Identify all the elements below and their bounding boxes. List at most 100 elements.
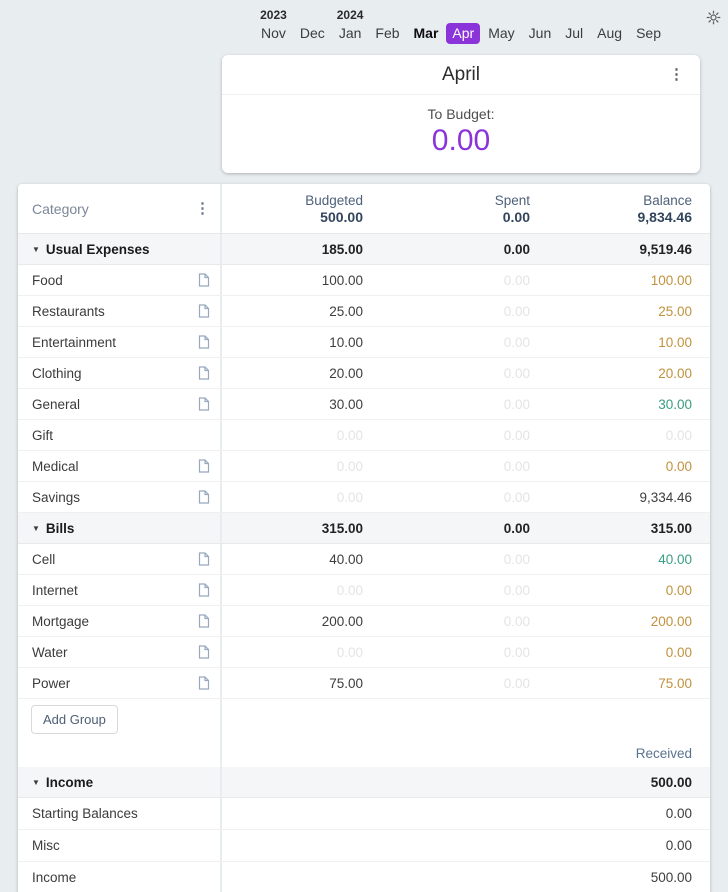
spent-cell[interactable]: 0.00 [503, 334, 530, 350]
category-name: Income [32, 870, 77, 885]
budgeted-cell[interactable]: 100.00 [321, 272, 363, 288]
month-jun[interactable]: Jun [528, 25, 552, 41]
balance-cell: 20.00 [658, 365, 692, 381]
expense-groups: ▼ Usual Expenses 185.00 0.00 9,519.46 Food 100… [18, 234, 710, 699]
group-name-cell[interactable]: ▼ Income [18, 767, 220, 797]
category-name-cell[interactable]: General [18, 389, 220, 419]
budgeted-cell[interactable]: 0.00 [336, 458, 363, 474]
month-aug[interactable]: Aug [597, 25, 623, 41]
category-name-cell[interactable]: Water [18, 637, 220, 667]
to-budget-value[interactable]: 0.00 [431, 124, 491, 157]
category-row: Savings 0.00 0.00 9,334.46 [18, 482, 710, 513]
group-name-cell[interactable]: ▼ Usual Expenses [18, 234, 220, 264]
month-cell: Aug [591, 8, 628, 44]
balance-cell: 75.00 [658, 675, 692, 691]
spent-cell[interactable]: 0.00 [503, 644, 530, 660]
month-sep[interactable]: Sep [636, 25, 661, 41]
balance-column-header: Balance 9,834.46 [530, 192, 710, 226]
month-nov[interactable]: Nov [261, 25, 286, 41]
month-menu-kebab-icon[interactable]: ⋮ [669, 66, 684, 83]
budgeted-cell[interactable]: 75.00 [329, 675, 363, 691]
category-name-cell[interactable]: Gift [18, 420, 220, 450]
category-name-cell[interactable]: Starting Balances [18, 798, 220, 829]
month-feb[interactable]: Feb [375, 25, 400, 41]
category-name-cell[interactable]: Internet [18, 575, 220, 605]
month-dec[interactable]: Dec [299, 25, 325, 41]
category-name-cell[interactable]: Misc [18, 830, 220, 861]
month-apr[interactable]: Apr [446, 23, 481, 44]
budgeted-cell[interactable]: 25.00 [329, 303, 363, 319]
spent-cell[interactable]: 0.00 [503, 458, 530, 474]
add-group-button[interactable]: Add Group [31, 704, 118, 734]
month-title: April [441, 63, 480, 85]
theme-toggle-sun-icon[interactable] [706, 10, 721, 25]
category-name-cell[interactable]: Savings [18, 482, 220, 512]
spent-cell[interactable]: 0.00 [503, 365, 530, 381]
category-name-cell[interactable]: Mortgage [18, 606, 220, 636]
add-group-row: Add Group [18, 699, 710, 739]
collapse-triangle-icon[interactable]: ▼ [32, 523, 40, 533]
note-icon[interactable] [198, 366, 210, 380]
budgeted-cell[interactable]: 0.00 [336, 644, 363, 660]
category-name-cell[interactable]: Entertainment [18, 327, 220, 357]
category-name-cell[interactable]: Power [18, 668, 220, 698]
month-cell: 2024 Jan [333, 8, 368, 44]
column-divider [220, 389, 222, 419]
budgeted-cell[interactable]: 0.00 [336, 582, 363, 598]
column-divider [220, 358, 222, 388]
spent-cell[interactable]: 0.00 [503, 675, 530, 691]
column-divider [220, 184, 222, 233]
note-icon[interactable] [198, 676, 210, 690]
spent-cell[interactable]: 0.00 [503, 396, 530, 412]
note-icon[interactable] [198, 645, 210, 659]
note-icon[interactable] [198, 335, 210, 349]
budgeted-cell[interactable]: 0.00 [336, 489, 363, 505]
budgeted-cell[interactable]: 20.00 [329, 365, 363, 381]
budgeted-cell[interactable]: 30.00 [329, 396, 363, 412]
spent-cell[interactable]: 0.00 [503, 613, 530, 629]
month-cell: Apr [446, 8, 481, 44]
category-name-cell[interactable]: Food [18, 265, 220, 295]
budgeted-cell[interactable]: 40.00 [329, 551, 363, 567]
collapse-triangle-icon[interactable]: ▼ [32, 244, 40, 254]
spent-cell[interactable]: 0.00 [503, 551, 530, 567]
category-name-cell[interactable]: Income [18, 862, 220, 892]
month-cell: Feb [369, 8, 405, 44]
note-icon[interactable] [198, 614, 210, 628]
note-icon[interactable] [198, 397, 210, 411]
spent-cell[interactable]: 0.00 [503, 303, 530, 319]
category-name-cell[interactable]: Medical [18, 451, 220, 481]
spent-cell[interactable]: 0.00 [503, 489, 530, 505]
month-cell: Jul [559, 8, 589, 44]
month-jul[interactable]: Jul [565, 25, 584, 41]
category-name-cell[interactable]: Clothing [18, 358, 220, 388]
note-icon[interactable] [198, 583, 210, 597]
note-icon[interactable] [198, 304, 210, 318]
month-mar[interactable]: Mar [413, 25, 439, 41]
collapse-triangle-icon[interactable]: ▼ [32, 777, 40, 787]
group-name-cell[interactable]: ▼ Bills [18, 513, 220, 543]
column-divider [220, 830, 222, 861]
category-row: Mortgage 200.00 0.00 200.00 [18, 606, 710, 637]
category-menu-kebab-icon[interactable]: ⋮ [195, 200, 210, 217]
month-jan[interactable]: Jan [338, 25, 362, 41]
month-may[interactable]: May [488, 25, 515, 41]
column-divider [220, 451, 222, 481]
category-name-cell[interactable]: Cell [18, 544, 220, 574]
budgeted-cell[interactable]: 0.00 [336, 427, 363, 443]
month-cell: May [482, 8, 520, 44]
spent-cell[interactable]: 0.00 [503, 272, 530, 288]
note-icon[interactable] [198, 490, 210, 504]
note-icon[interactable] [198, 273, 210, 287]
budgeted-cell[interactable]: 200.00 [321, 613, 363, 629]
category-name-cell[interactable]: Restaurants [18, 296, 220, 326]
spent-cell[interactable]: 0.00 [503, 427, 530, 443]
spent-cell[interactable]: 0.00 [503, 582, 530, 598]
category-row: Gift 0.00 0.00 0.00 [18, 420, 710, 451]
column-divider [220, 420, 222, 450]
note-icon[interactable] [198, 552, 210, 566]
category-row: General 30.00 0.00 30.00 [18, 389, 710, 420]
category-name: Misc [32, 838, 60, 853]
budgeted-cell[interactable]: 10.00 [329, 334, 363, 350]
note-icon[interactable] [198, 459, 210, 473]
